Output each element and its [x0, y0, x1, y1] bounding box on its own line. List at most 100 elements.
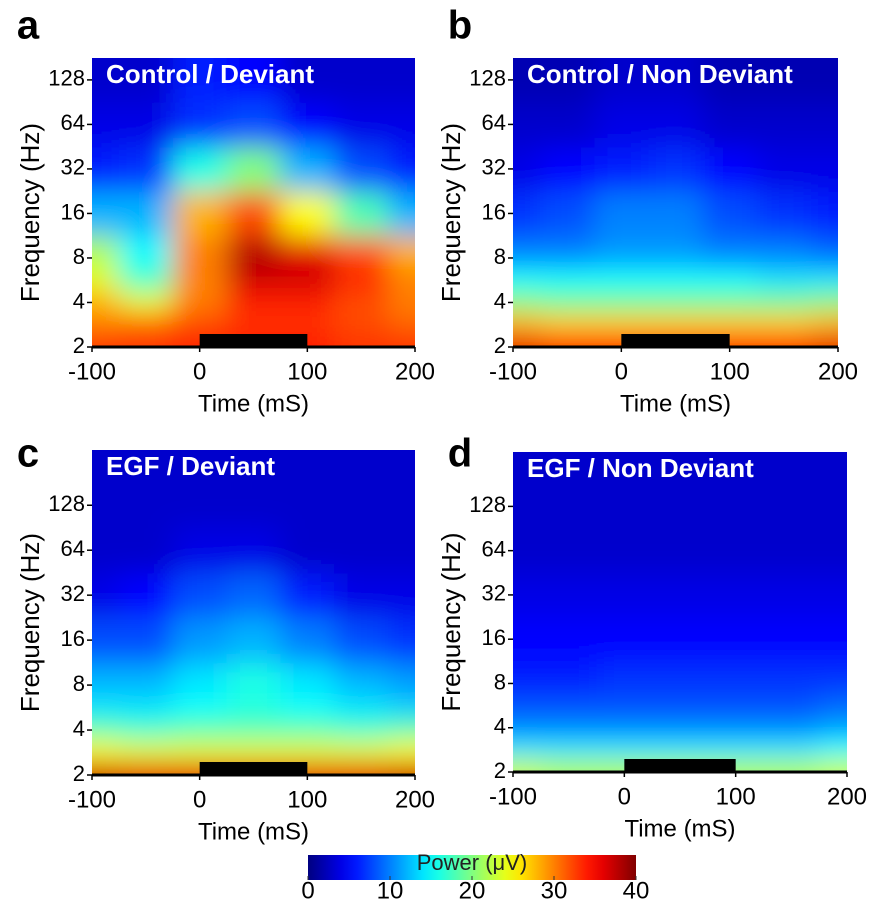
- heat-cell: [172, 191, 228, 237]
- y-tick-label: 64: [482, 110, 506, 135]
- heat-cell: [648, 311, 704, 335]
- heat-cell: [118, 662, 174, 695]
- heat-cell: [118, 235, 174, 268]
- x-tick-label: -100: [68, 786, 116, 813]
- heat-cell: [388, 716, 415, 740]
- heat-cell: [334, 694, 389, 718]
- x-tick-label: 200: [395, 786, 435, 813]
- y-tick-label: 32: [61, 155, 85, 180]
- heat-cell: [702, 235, 758, 268]
- stimulus-bar: [621, 334, 730, 347]
- heat-cell: [388, 311, 415, 335]
- heat-cell: [334, 191, 389, 237]
- heat-cell: [540, 759, 597, 772]
- heat-cell: [280, 739, 335, 763]
- heat-cell: [172, 617, 228, 664]
- heat-cell: [172, 572, 228, 619]
- x-tick-label: 200: [818, 358, 858, 385]
- x-tick-label: 0: [615, 358, 628, 385]
- heat-cell: [388, 662, 415, 695]
- y-tick-label: 16: [482, 625, 506, 650]
- heat-cell: [334, 572, 389, 619]
- heat-cell: [594, 102, 649, 148]
- y-tick-label: 8: [73, 671, 85, 696]
- heat-cell: [648, 102, 704, 148]
- heat-cell: [334, 102, 389, 148]
- x-tick-label: 200: [827, 783, 867, 810]
- heat-cell: [594, 235, 649, 268]
- heat-cell: [388, 191, 415, 237]
- heat-cell: [118, 146, 174, 192]
- x-tick-label: 100: [287, 786, 327, 813]
- y-tick-label: 16: [61, 626, 85, 651]
- panel-label: d: [448, 432, 472, 476]
- heat-cell: [707, 452, 764, 530]
- heat-cell: [513, 661, 542, 694]
- heat-cell: [172, 102, 228, 148]
- heat-cell: [513, 692, 542, 716]
- y-tick-label: 8: [494, 669, 506, 694]
- heat-cell: [652, 692, 709, 716]
- heat-cell: [334, 716, 389, 740]
- heat-cell: [513, 267, 541, 290]
- heat-cell: [118, 694, 174, 718]
- heat-cell: [596, 617, 653, 662]
- heatmap: [513, 58, 838, 347]
- y-tick-label: 128: [469, 492, 506, 517]
- x-tick-label: 100: [287, 358, 327, 385]
- heat-cell: [596, 528, 653, 574]
- x-tick-label: 200: [395, 358, 435, 385]
- heat-cell: [334, 333, 389, 347]
- heat-cell: [92, 716, 120, 740]
- y-tick-label: 32: [482, 155, 506, 180]
- panel-title: Control / Non Deviant: [527, 59, 793, 89]
- heat-cell: [92, 527, 120, 574]
- heat-cell: [92, 761, 120, 775]
- x-tick-label: 100: [716, 783, 756, 810]
- heat-cell: [763, 736, 820, 760]
- heat-cell: [594, 58, 649, 103]
- y-axis-label: Frequency (Hz): [436, 123, 466, 302]
- heat-cell: [652, 452, 709, 530]
- heat-cell: [707, 736, 764, 760]
- x-tick-label: -100: [489, 783, 537, 810]
- heat-cell: [172, 146, 228, 192]
- heat-cell: [334, 146, 389, 192]
- heat-cell: [513, 235, 541, 268]
- heat-cell: [226, 267, 281, 290]
- heat-cell: [92, 58, 120, 103]
- heat-cell: [540, 191, 595, 237]
- heat-cell: [707, 572, 764, 618]
- heat-cell: [334, 617, 389, 664]
- heat-cell: [540, 289, 595, 313]
- heat-cell: [648, 235, 704, 268]
- y-tick-label: 128: [48, 66, 85, 91]
- y-axis-label: Frequency (Hz): [436, 532, 466, 711]
- heat-cell: [388, 289, 415, 313]
- heat-cell: [172, 235, 228, 268]
- heat-cell: [652, 736, 709, 760]
- heat-cell: [118, 450, 174, 529]
- heat-cell: [763, 528, 820, 574]
- heat-cell: [756, 235, 812, 268]
- heat-cell: [118, 191, 174, 237]
- heat-cell: [280, 694, 335, 718]
- heat-cell: [388, 235, 415, 268]
- heat-cell: [388, 102, 415, 148]
- heat-cell: [513, 452, 542, 530]
- heat-cell: [513, 333, 541, 347]
- heat-cell: [513, 528, 542, 574]
- heat-cell: [540, 572, 597, 618]
- heat-cell: [334, 267, 389, 290]
- heat-cell: [334, 450, 389, 529]
- heat-cell: [92, 289, 120, 313]
- heat-cell: [707, 661, 764, 694]
- heat-cell: [334, 739, 389, 763]
- heat-cell: [756, 58, 812, 103]
- y-tick-label: 4: [494, 714, 506, 739]
- y-tick-label: 32: [61, 581, 85, 606]
- heat-cell: [596, 661, 653, 694]
- heat-cell: [819, 572, 847, 618]
- heat-cell: [810, 102, 838, 148]
- heat-cell: [118, 572, 174, 619]
